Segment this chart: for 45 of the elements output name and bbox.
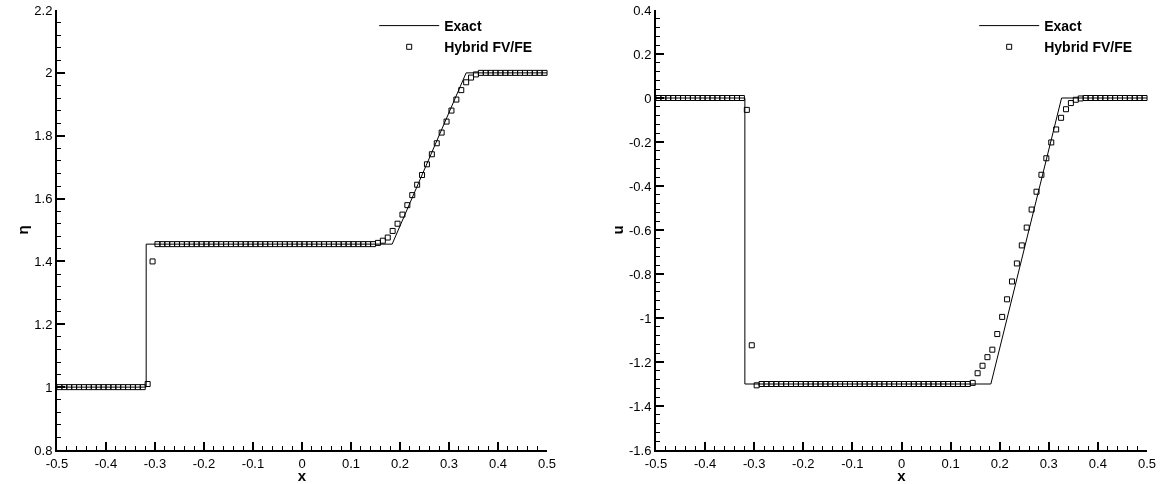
y-tick-label: -1.2 [628,354,652,370]
x-tick-label: 0.4 [488,455,508,471]
y-tick-label: -1.4 [628,398,652,414]
x-tick-label: -0.1 [841,455,864,471]
y-tick-label: -1 [639,310,652,326]
x-tick-label: 0.2 [390,455,410,471]
y-tick-label: 2 [45,65,53,81]
y-tick-label: 1 [45,379,53,395]
y-tick-label: -0.6 [628,222,652,238]
y-tick-label: -0.4 [628,178,652,194]
x-tick-label: 0.3 [439,455,459,471]
x-tick-label: -0.5 [644,455,668,471]
x-tick-label: -0.2 [792,455,815,471]
y-axis-title: η [14,225,32,235]
x-tick-label: -0.4 [693,455,717,471]
x-tick-label: 0.1 [941,455,960,471]
y-tick-label: 0.4 [633,2,652,18]
x-tick-label: 0.4 [1088,455,1107,471]
y-tick-label: -0.2 [628,134,652,150]
y-tick-label: 1.4 [34,253,53,269]
y-tick-label: -1.6 [628,442,652,458]
x-tick-label: 0.2 [990,455,1009,471]
y-tick-label: 2.2 [34,2,53,18]
y-tick-label: 0.8 [34,442,53,458]
x-tick-label: -0.3 [743,455,766,471]
x-tick-label: 0.5 [1137,455,1157,471]
y-tick-label: 1.2 [34,316,53,332]
x-tick-label: -0.5 [45,455,69,471]
y-axis-title: u [608,225,626,235]
x-tick-label: -0.4 [94,455,118,471]
legend-label: Exact [444,18,482,35]
y-tick-label: 0.2 [633,46,652,62]
y-tick-label: 1.6 [34,191,53,207]
legend-label: Exact [1044,18,1082,35]
x-tick-label: 0.3 [1039,455,1058,471]
x-tick-label: -0.2 [192,455,216,471]
x-tick-label: 0.1 [341,455,361,471]
y-tick-label: 0 [644,90,652,106]
x-tick-label: -0.1 [241,455,265,471]
y-tick-label: 1.8 [34,128,53,144]
x-tick-label: -0.3 [143,455,167,471]
legend-label: Hybrid FV/FE [1044,39,1133,56]
legend-label: Hybrid FV/FE [444,39,533,56]
x-tick-label: 0.5 [537,455,557,471]
y-tick-label: -0.8 [628,266,652,282]
